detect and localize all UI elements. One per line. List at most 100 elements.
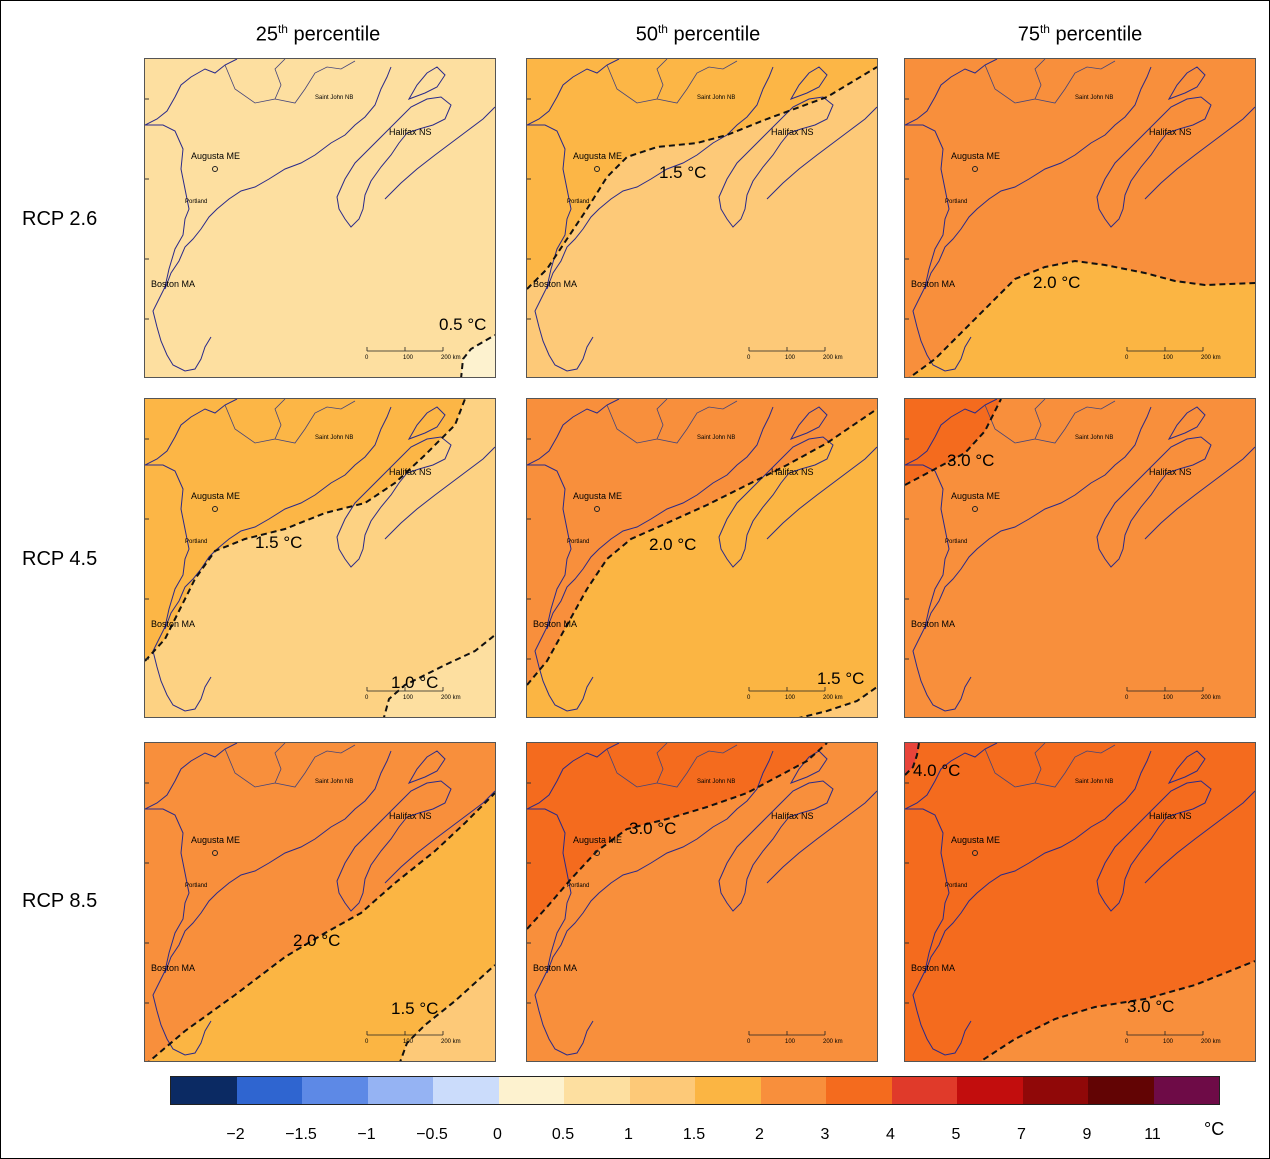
isotherm-line xyxy=(527,408,877,686)
scale-label: 100 xyxy=(1163,695,1174,701)
legend-swatch xyxy=(1022,1077,1088,1104)
scale-label: 0 xyxy=(1125,1039,1129,1045)
legend-swatch xyxy=(957,1077,1023,1104)
city-label-portland: Portland xyxy=(185,539,208,545)
border-line xyxy=(224,743,356,788)
city-label-portland: Portland xyxy=(185,199,208,205)
legend-tick: 0 xyxy=(493,1126,502,1143)
legend-tick: 11 xyxy=(1144,1126,1161,1143)
isotherm-label: 4.0 °C xyxy=(913,761,961,780)
city-label-saint-john: Saint John NB xyxy=(697,435,736,441)
city-label-halifax: Halifax NS xyxy=(771,127,814,137)
scale-label: 200 km xyxy=(441,695,461,701)
legend-swatch xyxy=(1153,1077,1219,1104)
city-label-boston: Boston MA xyxy=(911,279,956,289)
column-header-25th: 25th percentile xyxy=(255,22,381,46)
legend-tick: 4 xyxy=(886,1126,895,1143)
temperature-zone xyxy=(905,743,919,775)
legend-tick: 5 xyxy=(951,1126,961,1143)
augusta-marker xyxy=(972,166,978,172)
coastline xyxy=(905,399,1255,712)
coastline xyxy=(145,399,495,712)
isotherm-line xyxy=(148,792,495,1061)
temperature-zone xyxy=(527,743,827,929)
isotherm-label-secondary: 3.0 °C xyxy=(1127,997,1175,1016)
city-label-augusta: Augusta ME xyxy=(573,151,623,161)
isotherm-label: 1.5 °C xyxy=(659,163,707,182)
column-header-75th: 75th percentile xyxy=(1017,22,1143,46)
isotherm-label: 1.5 °C xyxy=(255,533,303,552)
isotherm-line-secondary xyxy=(905,743,920,776)
city-label-saint-john: Saint John NB xyxy=(1075,779,1114,785)
map-svg xyxy=(905,399,1255,712)
scale-label: 0 xyxy=(365,355,369,361)
legend-swatch xyxy=(302,1077,368,1104)
map-svg xyxy=(145,399,495,717)
city-label-portland: Portland xyxy=(185,883,208,889)
scale-bar xyxy=(748,687,826,692)
city-label-boston: Boston MA xyxy=(151,279,196,289)
legend-tick: 0.5 xyxy=(551,1126,575,1143)
city-label-boston: Boston MA xyxy=(151,963,196,973)
isotherm-line xyxy=(527,66,877,290)
temperature-zone xyxy=(461,335,495,377)
scale-bar xyxy=(1126,1031,1204,1036)
scale-label: 200 km xyxy=(1201,355,1221,361)
column-header-50th: 50th percentile xyxy=(635,22,761,46)
legend-tick: 9 xyxy=(1082,1126,1092,1143)
city-label-saint-john: Saint John NB xyxy=(697,779,736,785)
coastline xyxy=(145,59,495,372)
scale-label: 0 xyxy=(365,1039,369,1045)
color-legend xyxy=(170,1076,1220,1105)
map-panel-r3-c1: Augusta ME Boston MA Halifax NS Saint John … xyxy=(144,742,496,1062)
city-label-boston: Boston MA xyxy=(533,963,578,973)
isotherm-line xyxy=(527,743,828,930)
city-label-boston: Boston MA xyxy=(151,619,196,629)
map-panel-r3-c2: Augusta ME Boston MA Halifax NS Saint John … xyxy=(526,742,878,1062)
city-label-halifax: Halifax NS xyxy=(771,811,814,821)
augusta-marker xyxy=(594,850,600,856)
city-label-boston: Boston MA xyxy=(533,619,578,629)
isotherm-line-secondary xyxy=(798,686,877,717)
border-line xyxy=(224,399,356,444)
city-label-augusta: Augusta ME xyxy=(951,491,1001,501)
augusta-marker xyxy=(594,506,600,512)
city-label-portland: Portland xyxy=(945,883,968,889)
legend-tick: 7 xyxy=(1017,1126,1026,1143)
city-label-boston: Boston MA xyxy=(911,963,956,973)
temperature-zone xyxy=(905,59,1255,377)
legend-tick: 1.5 xyxy=(682,1126,706,1143)
legend-swatch xyxy=(826,1077,892,1104)
map-panel-r2-c2: Augusta ME Boston MA Halifax NS Saint John … xyxy=(526,398,878,718)
scale-label: 0 xyxy=(747,695,751,701)
legend-swatch xyxy=(891,1077,957,1104)
scale-label: 0 xyxy=(365,695,369,701)
legend-tick: 2 xyxy=(755,1126,764,1143)
isotherm-label: 2.0 °C xyxy=(649,535,697,554)
temperature-zone xyxy=(527,399,877,685)
city-label-portland: Portland xyxy=(567,199,590,205)
scale-bar xyxy=(748,1031,826,1036)
legend-swatch xyxy=(629,1077,695,1104)
map-svg xyxy=(905,59,1255,377)
scale-label: 200 km xyxy=(441,355,461,361)
map-svg xyxy=(527,743,877,1056)
legend-swatch xyxy=(1088,1077,1154,1104)
isotherm-line xyxy=(908,259,1255,377)
scale-label: 200 km xyxy=(441,1039,461,1045)
isotherm-line xyxy=(460,334,495,377)
city-label-halifax: Halifax NS xyxy=(1149,811,1192,821)
temperature-zone xyxy=(527,59,877,289)
scale-label: 100 xyxy=(1163,1039,1174,1045)
map-svg xyxy=(527,399,877,717)
isotherm-line xyxy=(145,399,466,662)
city-label-halifax: Halifax NS xyxy=(389,127,432,137)
augusta-marker xyxy=(212,506,218,512)
row-header-rcp85: RCP 8.5 xyxy=(22,890,98,912)
augusta-marker xyxy=(212,166,218,172)
city-label-halifax: Halifax NS xyxy=(1149,467,1192,477)
scale-label: 100 xyxy=(785,695,796,701)
temperature-zone-secondary xyxy=(803,687,877,717)
city-label-augusta: Augusta ME xyxy=(951,151,1001,161)
isotherm-label: 0.5 °C xyxy=(439,315,487,334)
